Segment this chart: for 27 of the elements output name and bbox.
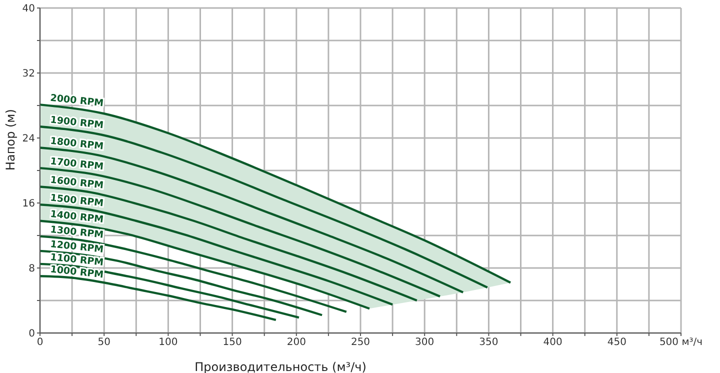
text: 1400 RPM	[50, 208, 104, 226]
x-tick-label: 200	[286, 337, 306, 348]
x-tick-label: 150	[222, 337, 242, 348]
y-axis-title: Напор (м)	[3, 109, 18, 170]
x-tick-label: 300	[415, 337, 434, 348]
text: 1300 RPM	[50, 224, 104, 241]
text: 1700 RPM	[50, 156, 104, 173]
text: 1000 RPM	[50, 264, 104, 281]
y-tick-label: 8	[28, 264, 35, 275]
y-tick-label: 24	[22, 134, 35, 145]
text: 1900 RPM	[50, 114, 104, 132]
x-tick-label: 400	[543, 337, 562, 348]
text: 1600 RPM	[50, 174, 104, 192]
y-tick-label: 40	[22, 4, 35, 15]
y-tick-label: 0	[28, 328, 35, 340]
x-tick-label: 500 м³/ч	[659, 337, 703, 348]
y-tick-label: 32	[22, 68, 35, 80]
x-tick-label: 0	[36, 337, 44, 348]
x-tick-label: 250	[350, 337, 370, 348]
x-tick-label: 50	[98, 337, 110, 348]
x-tick-label: 450	[607, 337, 626, 348]
text: 1800 RPM	[50, 136, 104, 152]
text: 2000 RPM	[50, 92, 104, 110]
x-tick-label: 100	[158, 337, 178, 348]
text: 1500 RPM	[50, 192, 104, 210]
y-tick-label: 16	[22, 198, 35, 210]
x-tick-label: 350	[479, 337, 498, 348]
